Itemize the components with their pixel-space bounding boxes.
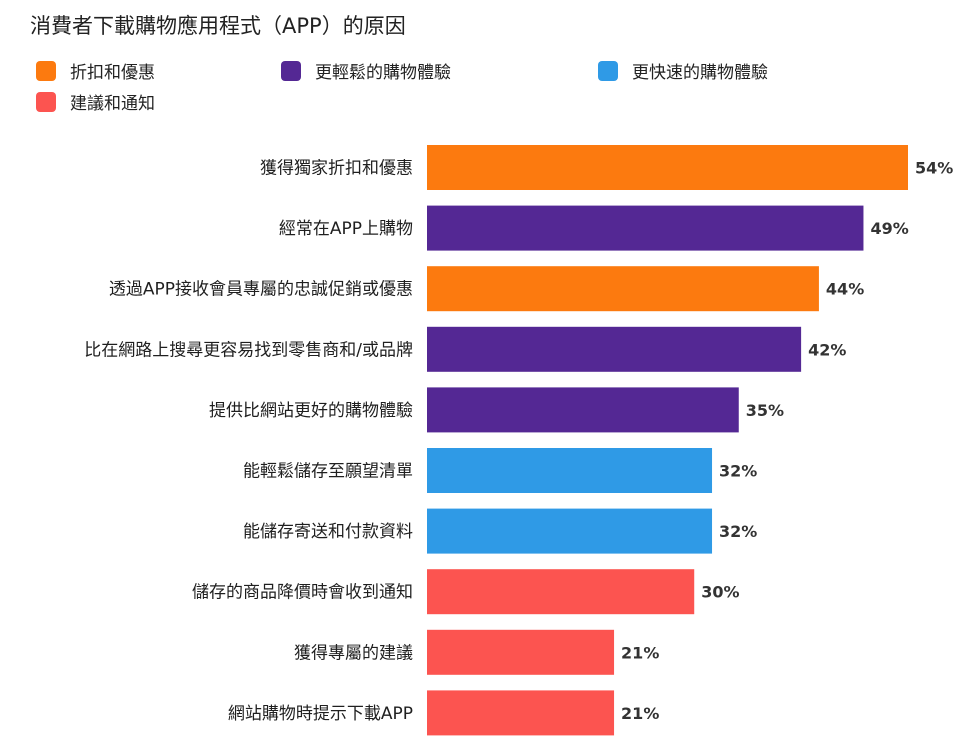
value-label: 30% bbox=[701, 583, 739, 602]
value-label: 35% bbox=[746, 401, 784, 420]
category-label: 能儲存寄送和付款資料 bbox=[243, 522, 413, 542]
bar bbox=[427, 629, 615, 675]
bar bbox=[427, 326, 802, 372]
bar bbox=[427, 145, 908, 190]
bar bbox=[427, 266, 819, 312]
value-label: 32% bbox=[719, 462, 757, 481]
legend-swatch-discounts bbox=[36, 60, 56, 81]
legend-item-notifications: 建議和通知 bbox=[36, 89, 155, 114]
category-label: 透過APP接收會員專屬的忠誠促銷或優惠 bbox=[109, 280, 413, 300]
value-label: 32% bbox=[719, 522, 757, 541]
bar bbox=[427, 205, 864, 251]
value-label: 44% bbox=[826, 280, 864, 299]
legend-item-easier: 更輕鬆的購物體驗 bbox=[281, 58, 451, 83]
category-label: 經常在APP上購物 bbox=[279, 219, 413, 239]
value-label: 54% bbox=[915, 159, 953, 178]
bar bbox=[427, 387, 739, 433]
legend: 折扣和優惠 更輕鬆的購物體驗 更快速的購物體驗 建議和通知 bbox=[36, 58, 936, 118]
bar bbox=[427, 690, 615, 736]
legend-item-discounts: 折扣和優惠 bbox=[36, 58, 155, 83]
legend-label-notifications: 建議和通知 bbox=[70, 94, 155, 114]
category-label: 獲得獨家折扣和優惠 bbox=[260, 159, 413, 179]
bar bbox=[427, 508, 713, 554]
chart-title: 消費者下載購物應用程式（APP）的原因 bbox=[30, 14, 406, 38]
category-label: 儲存的商品降價時會收到通知 bbox=[192, 583, 413, 603]
legend-label-easier: 更輕鬆的購物體驗 bbox=[315, 63, 451, 83]
value-label: 21% bbox=[621, 704, 659, 723]
bar bbox=[427, 569, 695, 615]
category-label: 比在網路上搜尋更容易找到零售商和/或品牌 bbox=[84, 340, 413, 360]
category-label: 能輕鬆儲存至願望清單 bbox=[243, 461, 413, 482]
category-label: 提供比網站更好的購物體驗 bbox=[209, 401, 413, 421]
value-label: 42% bbox=[808, 340, 846, 359]
category-label: 獲得專屬的建議 bbox=[294, 643, 413, 663]
category-label: 網站購物時提示下載APP bbox=[228, 704, 413, 724]
bar bbox=[427, 448, 713, 493]
legend-swatch-faster bbox=[598, 60, 618, 81]
legend-label-faster: 更快速的購物體驗 bbox=[632, 63, 768, 83]
legend-swatch-easier bbox=[281, 60, 301, 81]
legend-item-faster: 更快速的購物體驗 bbox=[598, 58, 768, 83]
value-label: 49% bbox=[870, 219, 908, 238]
legend-swatch-notifications bbox=[36, 91, 56, 112]
legend-label-discounts: 折扣和優惠 bbox=[70, 63, 155, 83]
value-label: 21% bbox=[621, 643, 659, 662]
